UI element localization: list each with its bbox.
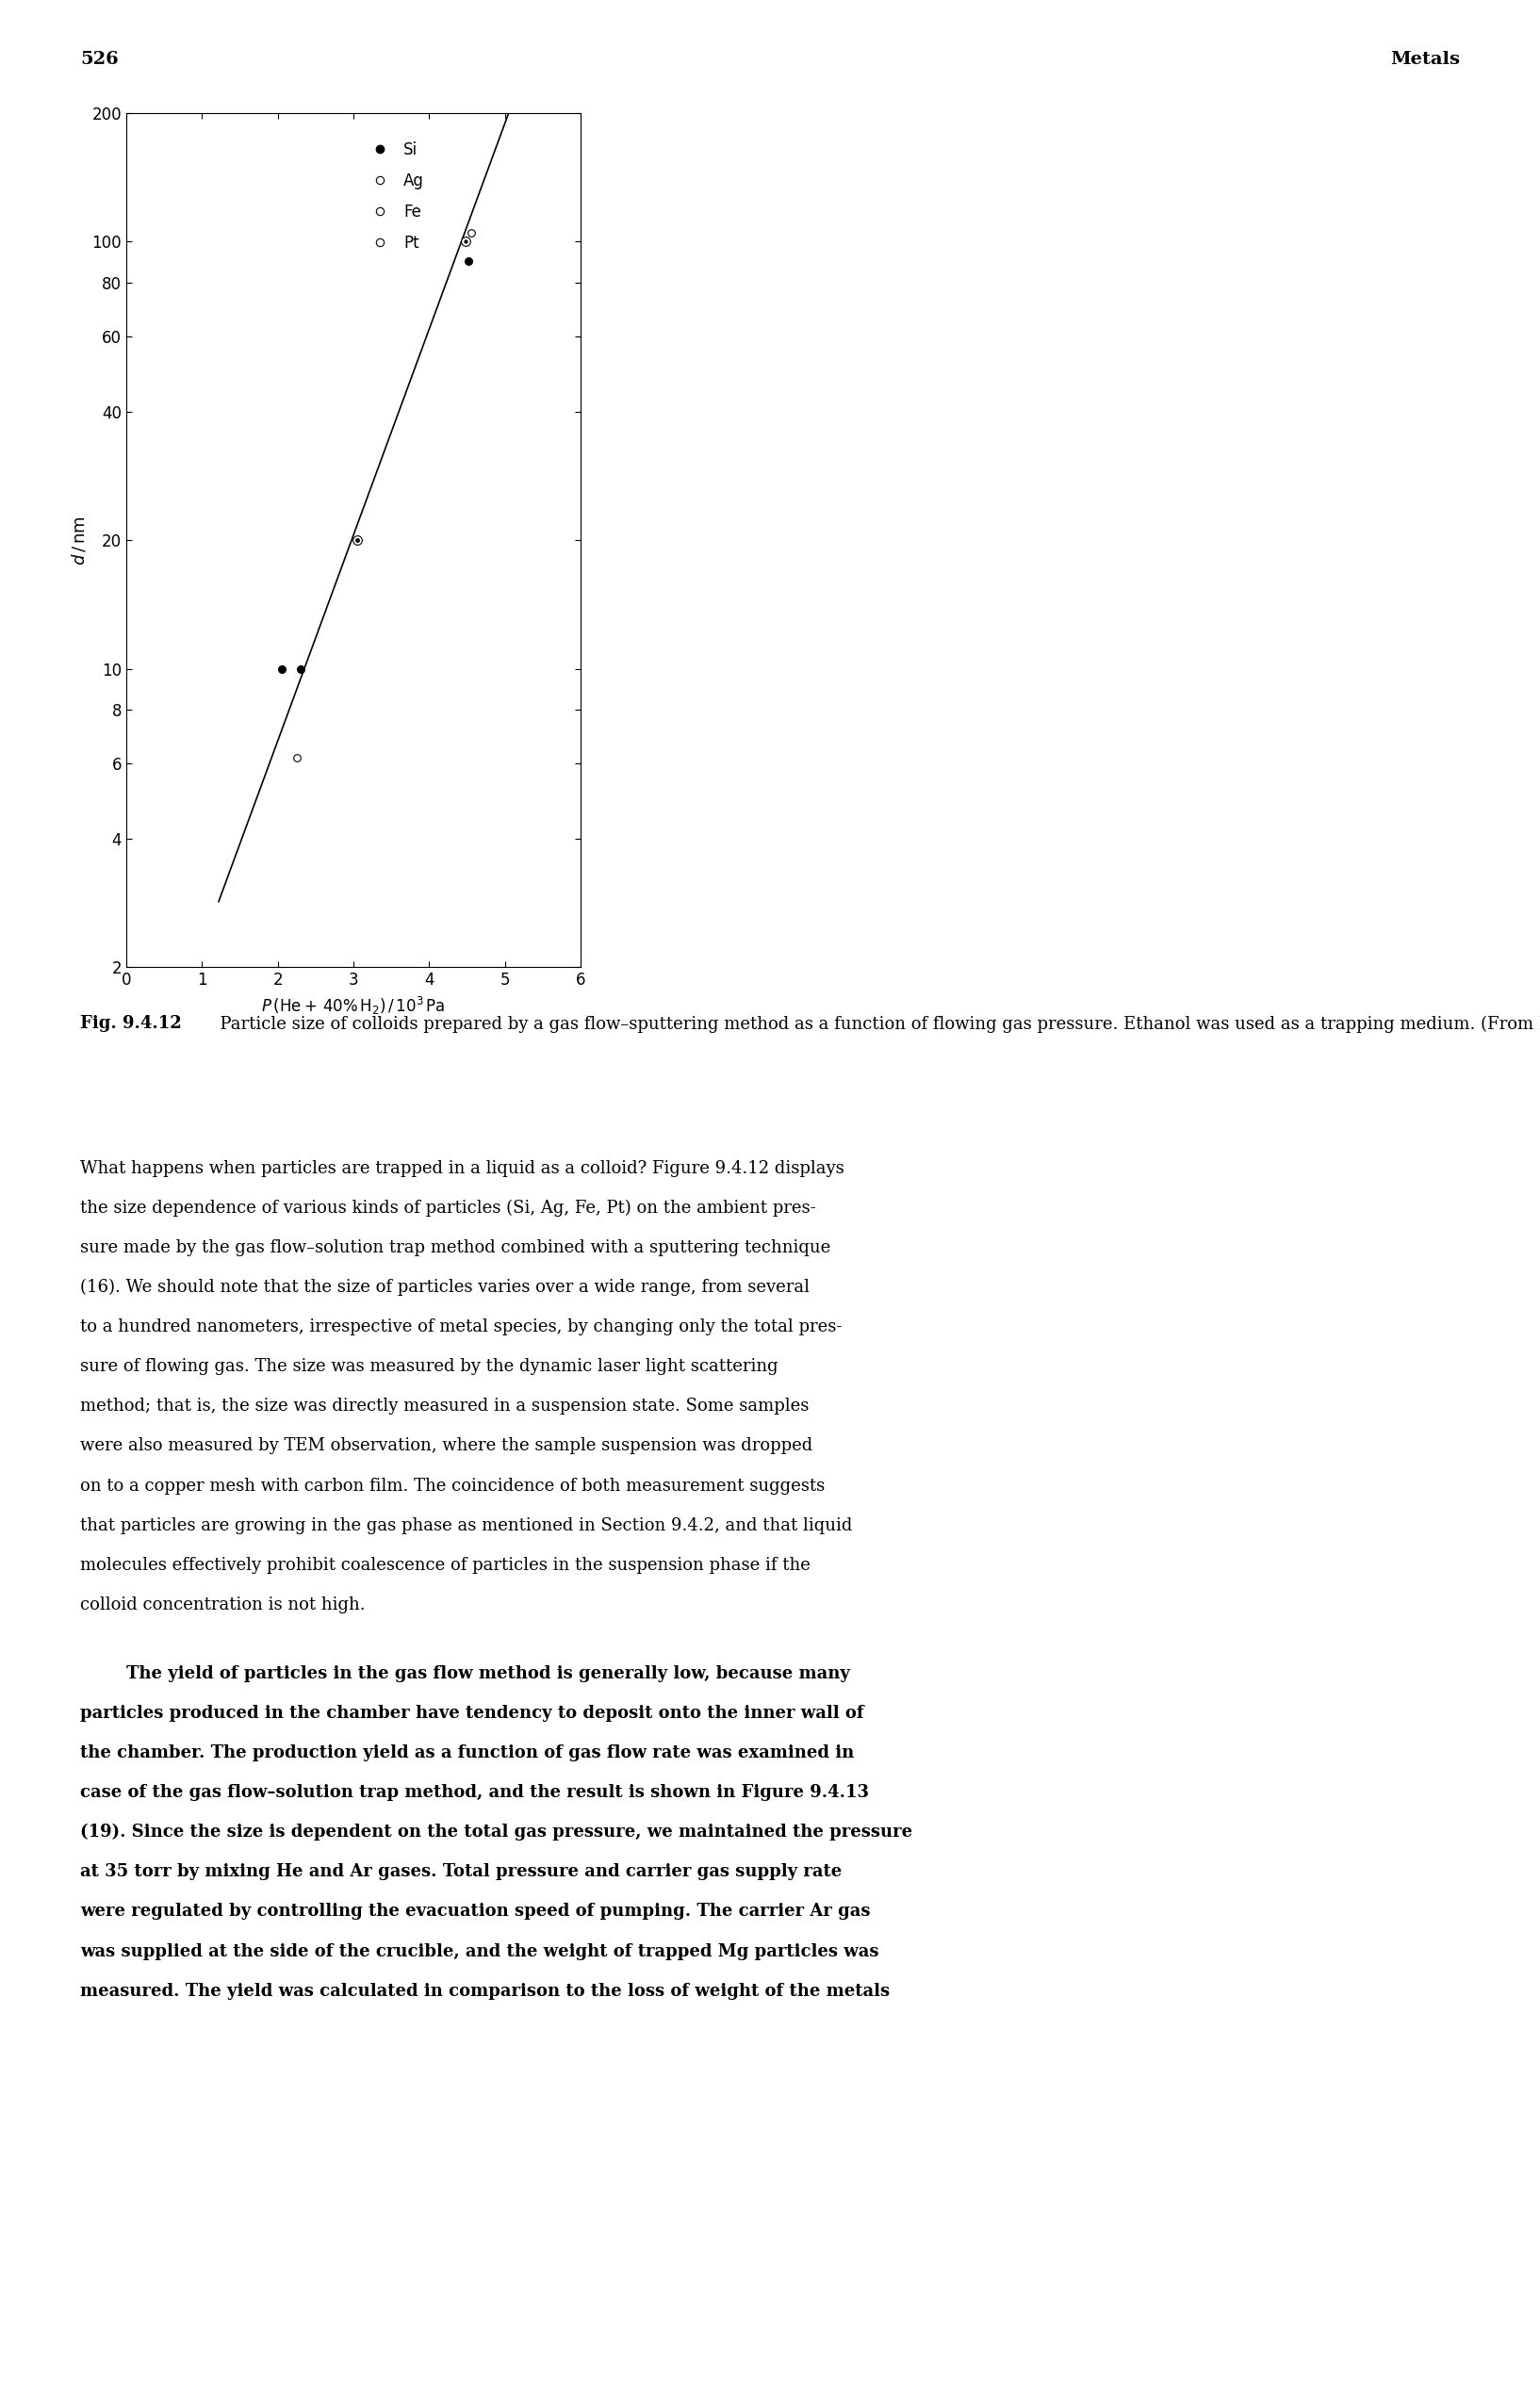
Text: to a hundred nanometers, irrespective of metal species, by changing only the tot: to a hundred nanometers, irrespective of… <box>80 1318 842 1335</box>
Text: particles produced in the chamber have tendency to deposit onto the inner wall o: particles produced in the chamber have t… <box>80 1703 864 1723</box>
Text: What happens when particles are trapped in a liquid as a colloid? Figure 9.4.12 : What happens when particles are trapped … <box>80 1160 844 1177</box>
Text: were regulated by controlling the evacuation speed of pumping. The carrier Ar ga: were regulated by controlling the evacua… <box>80 1903 870 1920</box>
X-axis label: $P\,(\mathrm{He+\,40\%\,H_2})\,/\,10^3\,\mathrm{Pa}$: $P\,(\mathrm{He+\,40\%\,H_2})\,/\,10^3\,… <box>262 996 445 1018</box>
Text: was supplied at the side of the crucible, and the weight of trapped Mg particles: was supplied at the side of the crucible… <box>80 1944 879 1961</box>
Text: case of the gas flow–solution trap method, and the result is shown in Figure 9.4: case of the gas flow–solution trap metho… <box>80 1785 869 1802</box>
Text: The yield of particles in the gas flow method is generally low, because many: The yield of particles in the gas flow m… <box>126 1665 850 1682</box>
Text: measured. The yield was calculated in comparison to the loss of weight of the me: measured. The yield was calculated in co… <box>80 1983 890 1999</box>
Text: (16). We should note that the size of particles varies over a wide range, from s: (16). We should note that the size of pa… <box>80 1280 810 1297</box>
Text: on to a copper mesh with carbon film. The coincidence of both measurement sugges: on to a copper mesh with carbon film. Th… <box>80 1477 825 1494</box>
Text: Metals: Metals <box>1391 51 1460 67</box>
Legend: Si, Ag, Fe, Pt: Si, Ag, Fe, Pt <box>362 137 428 255</box>
Text: Particle size of colloids prepared by a gas flow–sputtering method as a function: Particle size of colloids prepared by a … <box>209 1015 1540 1032</box>
Text: the chamber. The production yield as a function of gas flow rate was examined in: the chamber. The production yield as a f… <box>80 1744 855 1761</box>
Y-axis label: $d\,/\,\mathrm{nm}$: $d\,/\,\mathrm{nm}$ <box>69 515 88 565</box>
Text: that particles are growing in the gas phase as mentioned in Section 9.4.2, and t: that particles are growing in the gas ph… <box>80 1518 852 1535</box>
Text: sure made by the gas flow–solution trap method combined with a sputtering techni: sure made by the gas flow–solution trap … <box>80 1239 830 1256</box>
Text: 526: 526 <box>80 51 119 67</box>
Text: were also measured by TEM observation, where the sample suspension was dropped: were also measured by TEM observation, w… <box>80 1439 813 1456</box>
Text: Fig. 9.4.12: Fig. 9.4.12 <box>80 1015 182 1032</box>
Text: molecules effectively prohibit coalescence of particles in the suspension phase : molecules effectively prohibit coalescen… <box>80 1557 810 1574</box>
Text: the size dependence of various kinds of particles (Si, Ag, Fe, Pt) on the ambien: the size dependence of various kinds of … <box>80 1198 816 1217</box>
Text: sure of flowing gas. The size was measured by the dynamic laser light scattering: sure of flowing gas. The size was measur… <box>80 1357 778 1376</box>
Text: colloid concentration is not high.: colloid concentration is not high. <box>80 1598 365 1614</box>
Text: at 35 torr by mixing He and Ar gases. Total pressure and carrier gas supply rate: at 35 torr by mixing He and Ar gases. To… <box>80 1865 842 1881</box>
Text: (19). Since the size is dependent on the total gas pressure, we maintained the p: (19). Since the size is dependent on the… <box>80 1824 912 1841</box>
Text: method; that is, the size was directly measured in a suspension state. Some samp: method; that is, the size was directly m… <box>80 1398 808 1415</box>
